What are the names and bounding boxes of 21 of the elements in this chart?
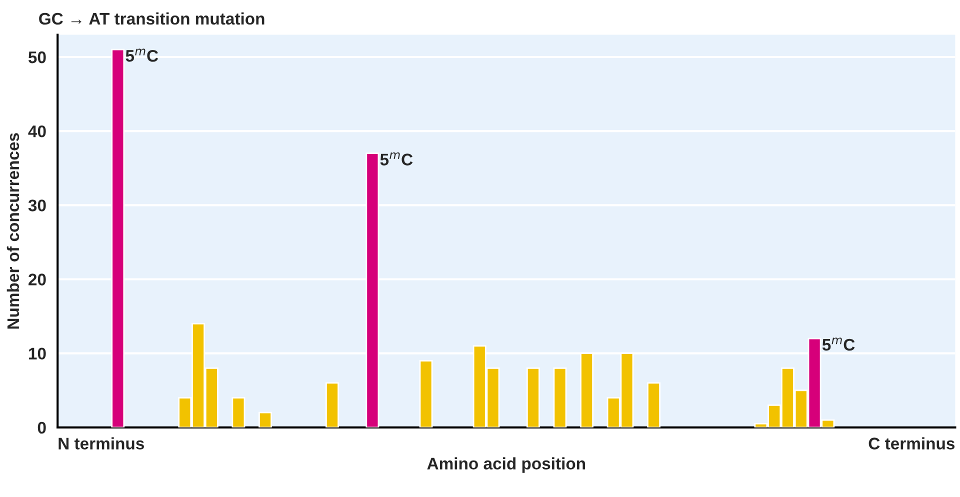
x-axis-title: Amino acid position	[427, 457, 586, 473]
y-tick-label: 30	[28, 200, 46, 212]
text: C terminus	[868, 437, 955, 450]
annotation: 5$^{m}$C	[126, 48, 158, 62]
bar	[526, 367, 540, 428]
chart-title: GC → AT transition mutation	[39, 12, 264, 25]
y-tick-label: 50	[28, 51, 46, 64]
bar	[419, 360, 433, 428]
y-tick-label: 20	[28, 274, 46, 286]
bar	[647, 382, 660, 428]
bar	[553, 367, 567, 428]
bar	[232, 397, 246, 428]
annotation: 5$^{m}$C	[380, 152, 413, 166]
text: N terminus	[58, 437, 144, 450]
y-tick-label: 10	[29, 348, 46, 360]
y-tick-label: 0	[38, 422, 46, 434]
y-tick-label: 40	[28, 125, 46, 138]
bar	[326, 382, 339, 428]
y-axis-title: Number of concurrences	[6, 133, 20, 329]
bar	[258, 412, 272, 428]
annotation: 5$^{m}$C	[822, 338, 855, 351]
